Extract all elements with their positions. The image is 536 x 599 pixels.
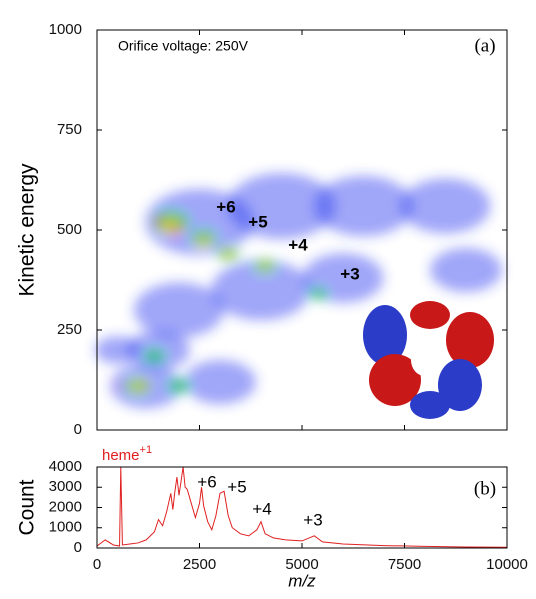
annotation: +4 — [288, 235, 308, 254]
x-axis-label: m/z — [288, 571, 316, 590]
density-blob — [314, 175, 413, 237]
density-blob — [430, 248, 502, 292]
protein-inset — [363, 301, 494, 419]
y-axis-label: Count — [16, 479, 39, 535]
density-blob — [221, 250, 235, 258]
y-tick-label: 3000 — [49, 478, 82, 495]
density-blob — [130, 381, 146, 391]
x-tick-label: 2500 — [183, 556, 216, 573]
y-tick-label: 0 — [74, 539, 82, 556]
y-tick-label: 500 — [57, 221, 82, 238]
density-blob — [134, 282, 224, 338]
annotation: heme+1 — [102, 444, 152, 464]
density-blob — [143, 384, 149, 388]
panel-label: (b) — [474, 478, 496, 499]
y-tick-label: 250 — [57, 321, 82, 338]
y-axis-label: Kinetic energy — [16, 163, 39, 297]
density-blob — [259, 262, 271, 270]
annotation: +5 — [227, 477, 246, 496]
density-blob — [95, 336, 140, 364]
x-tick-label: 10000 — [486, 556, 528, 573]
annotation-sup: +1 — [140, 444, 153, 456]
y-tick-label: 4000 — [49, 458, 82, 475]
annotation: +3 — [340, 264, 359, 283]
density-blob — [211, 259, 311, 321]
density-blob — [145, 189, 254, 255]
y-tick-label: 1000 — [49, 519, 82, 536]
density-blob — [227, 173, 336, 239]
y-tick-label: 1000 — [49, 21, 82, 38]
annotation: +4 — [252, 499, 271, 518]
x-tick-label: 5000 — [285, 556, 318, 573]
density-blob — [309, 288, 328, 300]
panel-label: (a) — [474, 35, 495, 56]
annotation: +3 — [303, 510, 322, 529]
y-tick-label: 2000 — [49, 498, 82, 515]
density-blob — [154, 219, 163, 225]
annotation-text: heme — [102, 447, 140, 464]
density — [95, 173, 502, 408]
density-blob — [168, 379, 190, 393]
x-tick-label: 0 — [93, 556, 101, 573]
density-blob — [400, 178, 491, 234]
spectrum-line — [96, 466, 508, 548]
y-tick-label: 0 — [74, 421, 82, 438]
x-tick-label: 7500 — [388, 556, 421, 573]
density-blob — [118, 384, 125, 388]
y-tick-label: 750 — [57, 121, 82, 138]
density-blob — [143, 349, 166, 363]
density-blob — [169, 226, 181, 234]
density-blob — [196, 237, 211, 247]
density-blob — [184, 360, 256, 404]
annotation: +6 — [216, 197, 235, 216]
note: Orifice voltage: 250V — [118, 38, 249, 54]
plot-frame — [96, 466, 508, 549]
annotation: +6 — [197, 472, 216, 491]
annotation: +5 — [248, 212, 267, 231]
